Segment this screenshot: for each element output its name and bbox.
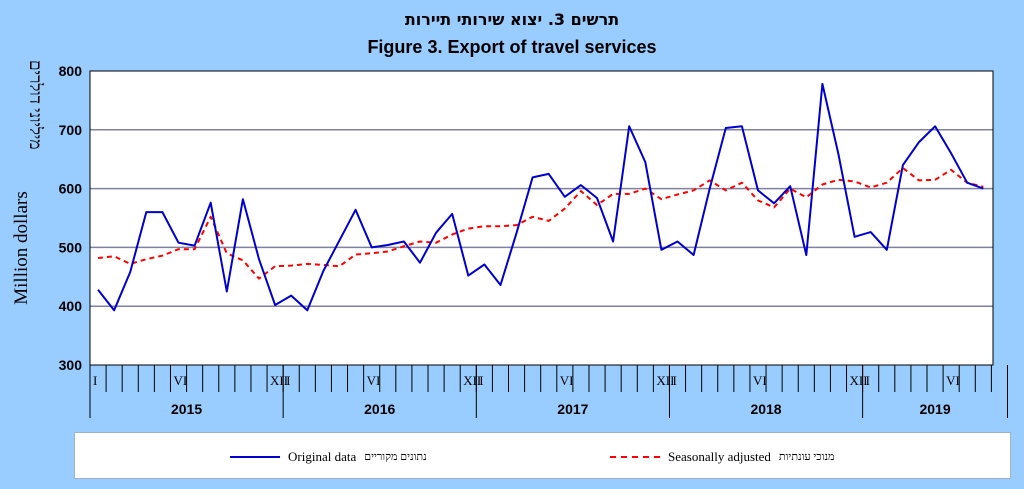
month-label: XII (463, 373, 481, 388)
year-label: 2017 (557, 401, 588, 417)
month-label: I (93, 373, 97, 388)
y-axis-label-hebrew: מיליוני דולרים (26, 60, 45, 150)
month-label: VI (753, 373, 767, 388)
y-tick-label: 700 (59, 122, 83, 138)
year-label: 2016 (364, 401, 395, 417)
line-chart: 300 400 500 600 700 800 2015 2016 2017 2018 2019 I V… (59, 63, 1008, 418)
month-label: XII (850, 373, 868, 388)
month-label: VI (946, 373, 960, 388)
month-label: I (672, 373, 676, 388)
y-tick-label: 500 (59, 239, 83, 255)
series-line-original (97, 82, 984, 312)
y-tick-label: 600 (59, 181, 83, 197)
month-label: XII (656, 373, 674, 388)
plot-area (90, 71, 993, 365)
year-label: 2018 (750, 401, 781, 417)
plot-frame (89, 70, 994, 366)
month-label: VI (367, 373, 381, 388)
series-line-seasonally-adjusted (97, 167, 984, 280)
month-label: VI (173, 373, 187, 388)
month-label: I (866, 373, 870, 388)
chart-title: Figure 3. Export of travel services (367, 37, 657, 57)
legend-item-seasonally-adjusted: Seasonally adjusted מנוכי עונתיות (610, 449, 835, 465)
chart-title-hebrew: תרשים 3. יצוא שירותי תיירות (404, 10, 620, 29)
y-tick-label: 300 (59, 357, 83, 373)
legend-label-original-hebrew: נתונים מקוריים (364, 451, 427, 463)
month-label: VI (560, 373, 574, 388)
legend-item-original: Original data נתונים מקוריים (230, 449, 427, 465)
month-label: XII (270, 373, 288, 388)
legend-swatch-original (230, 456, 280, 458)
year-label: 2019 (919, 401, 950, 417)
legend-swatch-seasonally-adjusted (610, 456, 660, 458)
month-label: I (286, 373, 290, 388)
legend-label-original: Original data (288, 449, 357, 464)
legend-label-seasonally-adjusted: Seasonally adjusted (668, 449, 771, 464)
y-tick-label: 800 (59, 63, 83, 79)
month-label: I (479, 373, 483, 388)
year-label: 2015 (171, 401, 202, 417)
y-tick-label: 400 (59, 298, 83, 314)
legend-label-seasonally-adjusted-hebrew: מנוכי עונתיות (778, 451, 835, 463)
legend: Original data נתונים מקוריים Seasonally … (74, 432, 1011, 479)
